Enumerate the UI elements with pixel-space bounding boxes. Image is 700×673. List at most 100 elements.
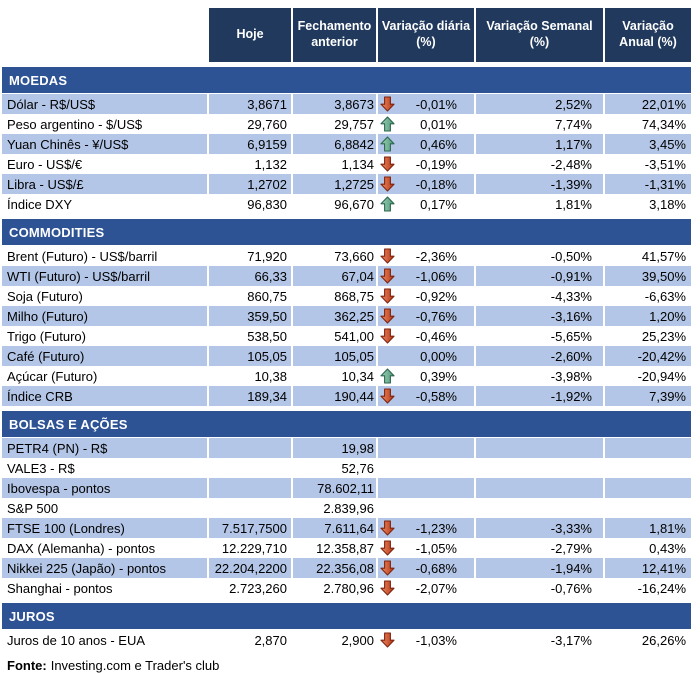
cell-variacao-diaria <box>378 478 474 498</box>
row-label: Milho (Futuro) <box>2 306 207 326</box>
table-section: JUROS Juros de 10 anos - EUA 2,870 2,900… <box>2 603 691 650</box>
cell-fechamento: 1,2725 <box>293 174 376 194</box>
cell-variacao-semanal: -1,39% <box>476 174 603 194</box>
cell-variacao-diaria-value: -0,19% <box>415 156 457 172</box>
cell-variacao-diaria: -0,68% <box>378 558 474 578</box>
cell-hoje: 538,50 <box>209 326 291 346</box>
cell-variacao-anual: -1,31% <box>605 174 691 194</box>
cell-variacao-diaria: -1,03% <box>378 630 474 650</box>
table-row-cafe-futuro: Café (Futuro) 105,05 105,05 0,00% -2,60%… <box>2 346 691 366</box>
cell-variacao-diaria: -0,18% <box>378 174 474 194</box>
cell-fechamento: 190,44 <box>293 386 376 406</box>
cell-fechamento: 78.602,11 <box>293 478 376 498</box>
source-note-text: Investing.com e Trader's club <box>50 657 220 673</box>
cell-variacao-diaria-value: -1,06% <box>415 268 457 284</box>
cell-variacao-diaria-value: 0,01% <box>420 116 457 132</box>
cell-variacao-semanal: -3,16% <box>476 306 603 326</box>
cell-fechamento: 29,757 <box>293 114 376 134</box>
section-header-juros: JUROS <box>2 603 691 629</box>
row-label: DAX (Alemanha) - pontos <box>2 538 207 558</box>
cell-variacao-anual: 1,20% <box>605 306 691 326</box>
down-arrow-icon <box>380 520 395 536</box>
cell-hoje: 3,8671 <box>209 94 291 114</box>
cell-variacao-semanal: 7,74% <box>476 114 603 134</box>
table-row-shanghai-pontos: Shanghai - pontos 2.723,260 2.780,96 -2,… <box>2 578 691 598</box>
down-arrow-icon <box>380 248 395 264</box>
row-label: Peso argentino - $/US$ <box>2 114 207 134</box>
row-label: Shanghai - pontos <box>2 578 207 598</box>
cell-variacao-diaria-value: -0,46% <box>415 328 457 344</box>
down-arrow-icon <box>380 388 395 404</box>
cell-variacao-anual <box>605 458 691 478</box>
cell-hoje: 359,50 <box>209 306 291 326</box>
cell-variacao-anual: 3,18% <box>605 194 691 214</box>
down-arrow-icon <box>380 580 395 596</box>
cell-variacao-diaria: -0,19% <box>378 154 474 174</box>
cell-hoje: 105,05 <box>209 346 291 366</box>
cell-variacao-semanal: -5,65% <box>476 326 603 346</box>
col-header-variacao-semanal: Variação Semanal (%) <box>476 8 603 62</box>
cell-variacao-anual: 41,57% <box>605 246 691 266</box>
cell-variacao-diaria: -1,23% <box>378 518 474 538</box>
cell-fechamento: 868,75 <box>293 286 376 306</box>
cell-variacao-semanal: -4,33% <box>476 286 603 306</box>
cell-hoje <box>209 498 291 518</box>
cell-hoje <box>209 458 291 478</box>
down-arrow-icon <box>380 328 395 344</box>
cell-hoje: 71,920 <box>209 246 291 266</box>
cell-hoje: 96,830 <box>209 194 291 214</box>
source-note-label: Fonte: <box>7 657 47 673</box>
row-label: Índice DXY <box>2 194 207 214</box>
up-arrow-icon <box>380 196 395 212</box>
cell-variacao-semanal: -3,17% <box>476 630 603 650</box>
cell-variacao-anual: 3,45% <box>605 134 691 154</box>
cell-variacao-diaria-value: -1,05% <box>415 540 457 556</box>
cell-fechamento: 19,98 <box>293 438 376 458</box>
cell-hoje: 12.229,710 <box>209 538 291 558</box>
cell-variacao-diaria-value: -0,18% <box>415 176 457 192</box>
table-row-wti-futuro-us-barril: WTI (Futuro) - US$/barril 66,33 67,04 -1… <box>2 266 691 286</box>
row-label: Dólar - R$/US$ <box>2 94 207 114</box>
row-label: S&P 500 <box>2 498 207 518</box>
cell-variacao-semanal <box>476 498 603 518</box>
col-header-variacao-anual: Variação Anual (%) <box>605 8 691 62</box>
cell-variacao-semanal <box>476 458 603 478</box>
cell-hoje: 2,870 <box>209 630 291 650</box>
cell-variacao-anual: 26,26% <box>605 630 691 650</box>
cell-variacao-anual <box>605 498 691 518</box>
table-row-vale3-r: VALE3 - R$ 52,76 <box>2 458 691 478</box>
corner-spacer <box>2 8 207 62</box>
cell-fechamento: 3,8673 <box>293 94 376 114</box>
col-header-fechamento-anterior: Fechamento anterior <box>293 8 376 62</box>
cell-variacao-anual: -6,63% <box>605 286 691 306</box>
cell-variacao-diaria-value: -1,03% <box>415 632 457 648</box>
cell-variacao-diaria: -2,36% <box>378 246 474 266</box>
section-header-moedas: MOEDAS <box>2 67 691 93</box>
cell-variacao-anual: 74,34% <box>605 114 691 134</box>
section-title: MOEDAS <box>9 72 68 88</box>
table-row-ftse-100-londres: FTSE 100 (Londres) 7.517,7500 7.611,64 -… <box>2 518 691 538</box>
cell-fechamento: 73,660 <box>293 246 376 266</box>
table-row-ibovespa-pontos: Ibovespa - pontos 78.602,11 <box>2 478 691 498</box>
cell-variacao-semanal: -0,76% <box>476 578 603 598</box>
cell-variacao-anual: 39,50% <box>605 266 691 286</box>
cell-variacao-anual <box>605 478 691 498</box>
cell-fechamento: 6,8842 <box>293 134 376 154</box>
table-row-juros-de-10-anos-eua: Juros de 10 anos - EUA 2,870 2,900 -1,03… <box>2 630 691 650</box>
table-row-milho-futuro: Milho (Futuro) 359,50 362,25 -0,76% -3,1… <box>2 306 691 326</box>
cell-hoje <box>209 438 291 458</box>
row-label: WTI (Futuro) - US$/barril <box>2 266 207 286</box>
row-label: Soja (Futuro) <box>2 286 207 306</box>
table-row-s-p-500: S&P 500 2.839,96 <box>2 498 691 518</box>
cell-variacao-diaria-value: 0,00% <box>420 348 457 364</box>
row-label: Yuan Chinês - ¥/US$ <box>2 134 207 154</box>
cell-variacao-diaria: 0,39% <box>378 366 474 386</box>
section-header-commodities: COMMODITIES <box>2 219 691 245</box>
cell-variacao-semanal: -0,50% <box>476 246 603 266</box>
cell-hoje: 66,33 <box>209 266 291 286</box>
cell-hoje: 1,132 <box>209 154 291 174</box>
cell-variacao-semanal: 1,81% <box>476 194 603 214</box>
cell-variacao-semanal: -3,98% <box>476 366 603 386</box>
cell-fechamento: 362,25 <box>293 306 376 326</box>
